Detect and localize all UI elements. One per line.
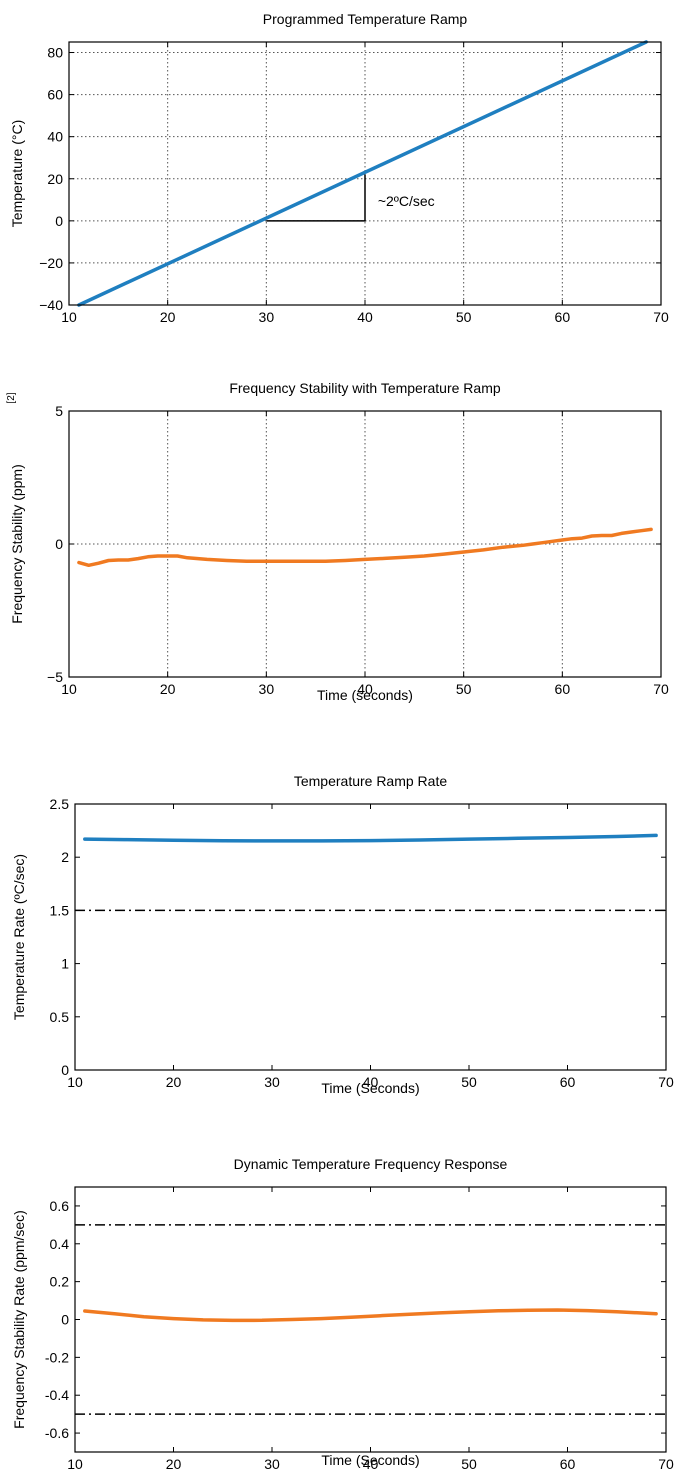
x-tick-label: 30 — [259, 309, 275, 325]
x-tick-label: 60 — [555, 681, 571, 697]
y-tick-label: -0.4 — [45, 1387, 69, 1403]
x-tick-label: 70 — [653, 309, 669, 325]
x-tick-label: 30 — [259, 681, 275, 697]
x-tick-label: 50 — [456, 681, 472, 697]
y-tick-label: 0 — [61, 1062, 69, 1078]
x-tick-label: 70 — [653, 681, 669, 697]
y-tick-label: 80 — [47, 45, 63, 61]
slope-marker — [266, 174, 366, 222]
y-axis-label: Temperature Rate (ºC/sec) — [11, 854, 27, 1020]
y-tick-label: −20 — [39, 255, 63, 271]
y-tick-label: 2 — [61, 849, 69, 865]
x-tick-label: 60 — [555, 309, 571, 325]
y-axis-label: Temperature (°C) — [9, 120, 25, 228]
series-line-1 — [77, 40, 648, 307]
y-tick-label: 0 — [55, 213, 63, 229]
x-tick-label: 60 — [560, 1456, 576, 1470]
y-tick-label: 60 — [47, 87, 63, 103]
series-line-1 — [77, 527, 653, 568]
x-tick-label: 10 — [67, 1074, 83, 1090]
y-tick-label: 1 — [61, 956, 69, 972]
y-tick-label: -0.6 — [45, 1425, 69, 1441]
x-tick-label: 20 — [160, 309, 176, 325]
y-tick-label: -0.2 — [45, 1349, 69, 1365]
y-tick-label: 0 — [61, 1312, 69, 1328]
y-tick-label: 20 — [47, 171, 63, 187]
x-tick-label: 40 — [357, 681, 373, 697]
x-tick-label: 50 — [456, 309, 472, 325]
x-tick-label: 40 — [363, 1456, 379, 1470]
y-tick-label: 5 — [55, 403, 63, 419]
y-tick-label: 0.6 — [50, 1198, 70, 1214]
y-axis-label: Frequency Stability Rate (ppm/sec) — [11, 1210, 27, 1429]
y-tick-label: 40 — [47, 129, 63, 145]
y-axis-label: Frequency Stability (ppm) — [9, 464, 25, 624]
x-tick-label: 30 — [264, 1074, 280, 1090]
y-tick-label: 0.4 — [50, 1236, 70, 1252]
series-line-1 — [83, 1308, 658, 1323]
y-tick-label: 0.2 — [50, 1274, 70, 1290]
chart-panel-1: 10 20 30 40 50 60 70 −40 −20 0 20 40 60 80 Programmed … — [9, 11, 669, 325]
y-tick-label: 0.5 — [50, 1009, 70, 1025]
x-tick-label: 70 — [658, 1074, 674, 1090]
chart-title: Frequency Stability with Temperature Ram… — [229, 380, 501, 396]
series-line-1 — [83, 833, 658, 843]
chart-title: Dynamic Temperature Frequency Response — [234, 1156, 508, 1172]
x-tick-label: 10 — [61, 309, 77, 325]
y-tick-label: −5 — [47, 669, 63, 685]
x-tick-label: 20 — [166, 1074, 182, 1090]
x-axis-label: Time (Seconds) — [321, 1080, 419, 1096]
slope-annotation: ~2ºC/sec — [378, 193, 435, 209]
chart-title: Programmed Temperature Ramp — [263, 11, 468, 27]
x-tick-label: 20 — [166, 1456, 182, 1470]
x-tick-label: 20 — [160, 681, 176, 697]
chart-title: Temperature Ramp Rate — [294, 773, 448, 789]
y-tick-label: −40 — [39, 297, 63, 313]
plot-frame — [74, 803, 667, 1071]
x-axis-label: Time (Seconds) — [321, 1452, 419, 1468]
chart-panel-3: 10 20 30 40 50 60 70 0 0.5 1 1.5 2 2.5 Temperature Ra… — [11, 773, 674, 1096]
x-tick-label: 50 — [461, 1456, 477, 1470]
y-tick-label: 0 — [55, 536, 63, 552]
x-tick-label: 70 — [658, 1456, 674, 1470]
y-tick-label: 2.5 — [50, 796, 70, 812]
x-tick-label: 10 — [61, 681, 77, 697]
reference-mark: [2] — [6, 392, 17, 403]
y-tick-label: 1.5 — [50, 902, 70, 918]
x-tick-label: 60 — [560, 1074, 576, 1090]
chart-panel-2: 10 20 30 40 50 60 70 −5 0 5 Frequency Stability wi… — [6, 380, 669, 703]
x-tick-label: 10 — [67, 1456, 83, 1470]
x-tick-label: 30 — [264, 1456, 280, 1470]
x-axis-label: Time (seconds) — [317, 687, 413, 703]
chart-panel-4: 10 20 30 40 50 60 70 -0.6 -0.4 -0.2 0 0.2 0.4 0.6 Dyna… — [11, 1156, 674, 1470]
x-tick-label: 40 — [363, 1074, 379, 1090]
x-tick-label: 40 — [357, 309, 373, 325]
x-tick-label: 50 — [461, 1074, 477, 1090]
